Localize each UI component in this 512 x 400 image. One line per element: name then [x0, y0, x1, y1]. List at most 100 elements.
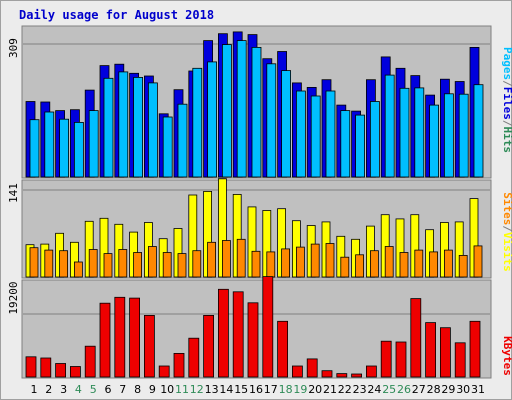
kbytes-ytick-label: 19200	[7, 281, 20, 314]
hits-legend-item-3: /	[501, 120, 512, 127]
kbytes-bar-kbytes-day-27	[410, 298, 422, 378]
visits-bar-sites-day-22	[340, 256, 350, 278]
hits-bar-files-day-10	[162, 116, 173, 178]
visits-bar-sites-day-3	[59, 250, 68, 278]
visits-bar-sites-day-7	[118, 249, 128, 278]
hits-bar-files-day-29	[443, 93, 454, 178]
kbytes-bar-kbytes-day-17	[262, 276, 274, 378]
hits-bar-files-day-23	[355, 114, 366, 178]
day-label-5: 5	[90, 383, 97, 396]
kbytes-bar-kbytes-day-3	[55, 363, 66, 378]
hits-bar-files-day-24	[369, 101, 380, 178]
visits-bar-sites-day-27	[414, 249, 424, 278]
kbytes-legend-item-0: KBytes	[501, 336, 512, 376]
hits-bar-files-day-25	[384, 74, 395, 178]
kbytes-bar-kbytes-day-5	[84, 345, 96, 378]
day-label-18: 18	[279, 383, 293, 396]
day-label-14: 14	[219, 383, 233, 396]
chart-title: Daily usage for August 2018	[19, 8, 214, 22]
visits-bar-sites-day-26	[399, 252, 409, 278]
kbytes-bar-kbytes-day-11	[173, 352, 185, 378]
hits-bar-files-day-8	[133, 77, 144, 178]
kbytes-bar-kbytes-day-4	[70, 366, 81, 378]
hits-bar-files-day-20	[310, 95, 321, 178]
kbytes-bar-kbytes-day-28	[425, 322, 437, 378]
day-label-15: 15	[234, 383, 248, 396]
day-label-26: 26	[397, 383, 411, 396]
visits-bar-sites-day-9	[147, 246, 157, 278]
kbytes-bar-kbytes-day-12	[188, 337, 200, 378]
visits-bar-sites-day-5	[88, 249, 98, 278]
kbytes-bar-kbytes-day-31	[469, 320, 481, 378]
kbytes-bar-kbytes-day-2	[40, 357, 52, 378]
day-label-12: 12	[190, 383, 204, 396]
kbytes-bar-kbytes-day-15	[232, 291, 244, 378]
day-label-13: 13	[205, 383, 219, 396]
visits-bar-sites-day-12	[192, 250, 202, 278]
kbytes-bar-kbytes-day-30	[454, 342, 466, 378]
hits-bars	[23, 31, 490, 178]
visits-bar-sites-day-24	[369, 250, 379, 278]
day-label-11: 11	[175, 383, 189, 396]
visits-legend: Sites/Visits	[501, 192, 512, 272]
day-label-3: 3	[60, 383, 67, 396]
day-label-16: 16	[249, 383, 263, 396]
kbytes-bar-kbytes-day-25	[380, 340, 392, 378]
hits-bar-files-day-2	[44, 111, 55, 178]
day-label-9: 9	[149, 383, 156, 396]
kbytes-bar-kbytes-day-23	[351, 373, 363, 378]
visits-bar-sites-day-21	[325, 243, 335, 278]
visits-bar-sites-day-6	[103, 253, 113, 278]
day-label-24: 24	[367, 383, 381, 396]
hits-legend-item-1: /	[501, 80, 512, 87]
visits-bar-sites-day-29	[443, 249, 453, 278]
day-label-7: 7	[119, 383, 126, 396]
visits-bar-sites-day-14	[221, 240, 231, 278]
visits-bars	[23, 178, 490, 278]
visits-bar-sites-day-13	[207, 241, 217, 278]
hits-bar-files-day-18	[281, 70, 292, 178]
day-label-31: 31	[471, 383, 485, 396]
day-label-21: 21	[323, 383, 337, 396]
kbytes-bar-kbytes-day-18	[277, 320, 289, 378]
kbytes-bar-kbytes-day-8	[129, 297, 141, 378]
hits-legend-item-2: Files	[501, 87, 512, 120]
hits-bar-files-day-30	[458, 93, 469, 178]
hits-bar-files-day-9	[147, 82, 158, 178]
hits-bar-files-day-5	[88, 110, 99, 178]
hits-legend-item-4: Hits	[501, 127, 512, 154]
visits-bar-sites-day-2	[44, 249, 54, 278]
kbytes-bar-kbytes-day-10	[158, 365, 170, 378]
kbytes-bar-kbytes-day-7	[114, 296, 126, 378]
hits-bar-files-day-3	[59, 118, 69, 178]
day-label-20: 20	[308, 383, 322, 396]
day-label-1: 1	[31, 383, 38, 396]
kbytes-bar-kbytes-day-9	[143, 314, 155, 378]
hits-bar-files-day-15	[236, 40, 247, 178]
kbytes-bar-kbytes-day-29	[439, 327, 451, 378]
day-axis-labels: 1 2 3 4 5 6 7 8 9 10 11 12 13 14 15 16 17 18 19 20 21 22 23 24 2…	[31, 383, 486, 396]
hits-bar-files-day-13	[207, 61, 218, 178]
hits-bar-files-day-14	[221, 44, 232, 178]
day-label-27: 27	[412, 383, 426, 396]
hits-bar-files-day-12	[192, 67, 203, 178]
kbytes-bar-kbytes-day-26	[395, 341, 407, 378]
day-label-19: 19	[293, 383, 307, 396]
visits-legend-item-0: Sites	[501, 192, 512, 225]
visits-bar-sites-day-4	[74, 261, 83, 278]
hits-bar-files-day-19	[295, 90, 306, 178]
visits-bar-sites-day-20	[310, 243, 320, 278]
visits-legend-item-2: Visits	[501, 232, 512, 272]
day-label-8: 8	[134, 383, 141, 396]
visits-bar-sites-day-30	[458, 254, 468, 278]
visits-bar-sites-day-16	[251, 250, 261, 278]
hits-bar-files-day-17	[266, 63, 277, 178]
hits-legend: Pages/Files/Hits	[501, 47, 512, 153]
kbytes-panel: 19200 KBytes	[7, 276, 512, 379]
visits-bar-sites-day-19	[295, 246, 305, 278]
visits-ytick-label: 141	[7, 183, 20, 203]
visits-bar-sites-day-25	[384, 246, 394, 278]
hits-bar-files-day-1	[29, 119, 40, 178]
day-label-30: 30	[456, 383, 470, 396]
